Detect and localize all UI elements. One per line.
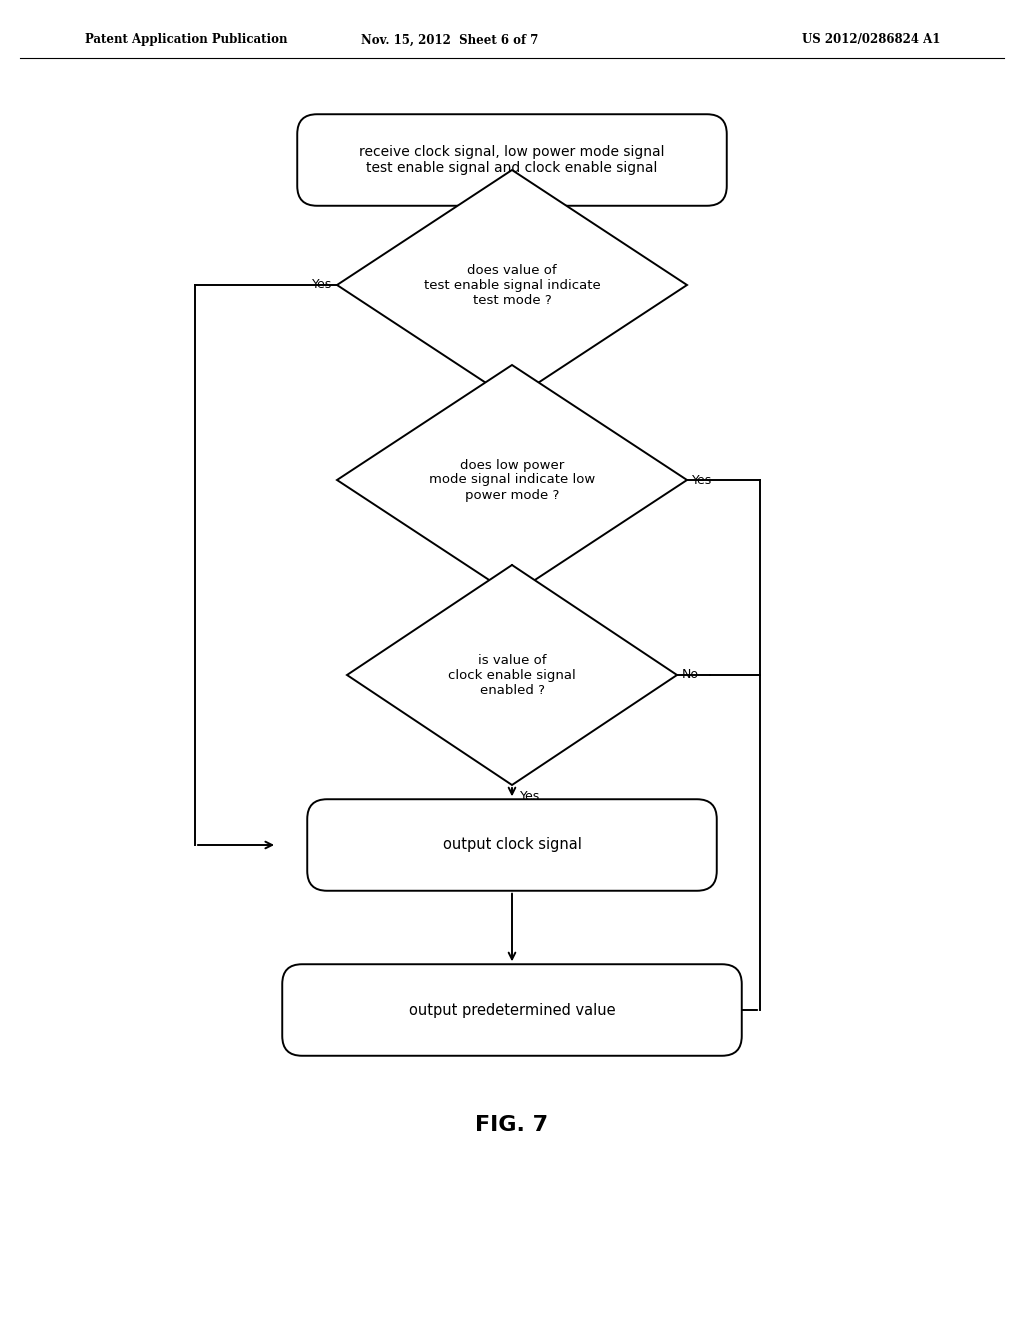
FancyBboxPatch shape <box>283 964 741 1056</box>
Text: No: No <box>682 668 699 681</box>
FancyBboxPatch shape <box>307 799 717 891</box>
Text: receive clock signal, low power mode signal
test enable signal and clock enable : receive clock signal, low power mode sig… <box>359 145 665 176</box>
Text: is value of
clock enable signal
enabled ?: is value of clock enable signal enabled … <box>449 653 575 697</box>
Text: Yes: Yes <box>520 789 541 803</box>
Text: does value of
test enable signal indicate
test mode ?: does value of test enable signal indicat… <box>424 264 600 306</box>
Polygon shape <box>337 170 687 400</box>
Polygon shape <box>347 565 677 785</box>
Text: Yes: Yes <box>692 474 713 487</box>
Text: No: No <box>520 405 537 418</box>
Text: Patent Application Publication: Patent Application Publication <box>85 33 288 46</box>
Text: does low power
mode signal indicate low
power mode ?: does low power mode signal indicate low … <box>429 458 595 502</box>
Text: Nov. 15, 2012  Sheet 6 of 7: Nov. 15, 2012 Sheet 6 of 7 <box>361 33 539 46</box>
Text: US 2012/0286824 A1: US 2012/0286824 A1 <box>802 33 940 46</box>
Text: No: No <box>520 601 537 612</box>
Text: output predetermined value: output predetermined value <box>409 1002 615 1018</box>
Text: FIG. 7: FIG. 7 <box>475 1115 549 1135</box>
Text: output clock signal: output clock signal <box>442 837 582 853</box>
FancyBboxPatch shape <box>297 115 727 206</box>
Text: Yes: Yes <box>311 279 332 292</box>
Polygon shape <box>337 366 687 595</box>
